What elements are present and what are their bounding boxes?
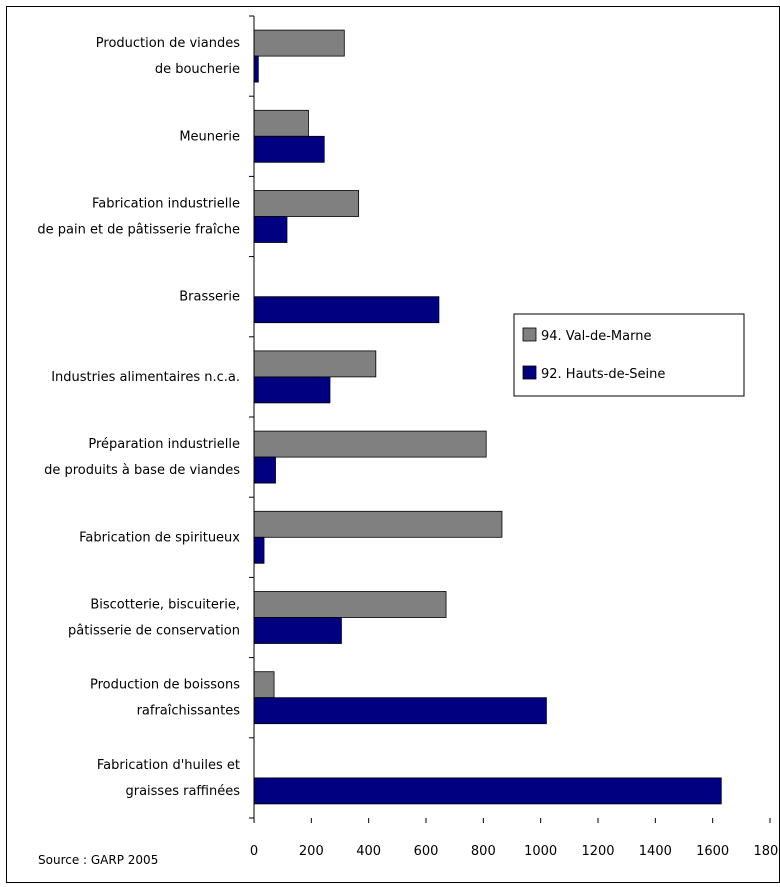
category-label: Industries alimentaires n.c.a. [51,370,240,385]
bar-hauts-de-seine-4 [253,376,331,404]
x-tick-label: 200 [299,844,324,859]
x-tick-label: 0 [250,844,258,859]
category-label: pâtisserie de conservation [68,624,240,639]
x-tick-label: 600 [414,844,439,859]
bar-hauts-de-seine-3 [253,296,440,324]
category-label: Meunerie [179,129,240,144]
x-tick-label: 1400 [639,844,672,859]
legend-label: 92. Hauts-de-Seine [541,367,665,382]
x-tick-label: 400 [356,844,381,859]
category-label: Fabrication d'huiles et [97,758,240,773]
bar-val-de-marne-0 [253,29,345,57]
category-label: Production de boissons [90,678,240,693]
legend-label: 94. Val-de-Marne [541,329,651,344]
legend: 94. Val-de-Marne 92. Hauts-de-Seine [513,313,745,397]
bar-hauts-de-seine-9 [253,777,722,805]
x-tick-label: 1000 [524,844,557,859]
category-label: Brasserie [179,290,240,305]
legend-swatch [522,365,537,380]
category-label: graisses raffinées [125,784,240,799]
category-label: Fabrication industrielle [92,197,240,212]
bar-val-de-marne-4 [253,350,377,378]
bar-hauts-de-seine-6 [253,536,265,564]
bar-val-de-marne-8 [253,671,275,699]
legend-swatch [522,327,537,342]
category-label: Fabrication de spiritueux [79,530,240,545]
bar-hauts-de-seine-1 [253,135,325,163]
bar-val-de-marne-6 [253,510,503,538]
bar-hauts-de-seine-7 [253,617,342,644]
bar-hauts-de-seine-8 [253,697,547,725]
bar-val-de-marne-1 [253,109,309,137]
bar-hauts-de-seine-5 [253,456,276,484]
x-tick-label: 1800 [753,844,780,859]
x-tick-label: 1200 [581,844,614,859]
category-label: de boucherie [155,62,240,77]
source-note: Source : GARP 2005 [38,853,159,867]
x-tick-label: 1600 [696,844,729,859]
category-label: de produits à base de viandes [44,463,240,478]
bar-val-de-marne-2 [253,190,360,217]
category-label: rafraîchissantes [137,704,241,719]
bar-val-de-marne-5 [253,430,487,458]
category-label: Préparation industrielle [88,437,240,452]
x-tick-label: 800 [471,844,496,859]
bar-val-de-marne-7 [253,591,447,618]
bar-hauts-de-seine-0 [253,55,259,83]
category-label: Biscotterie, biscuiterie, [90,598,240,613]
bar-hauts-de-seine-2 [253,216,288,243]
legend-box [513,313,745,397]
category-label: Production de viandes [96,36,240,51]
category-label: de pain et de pâtisserie fraîche [37,223,240,238]
